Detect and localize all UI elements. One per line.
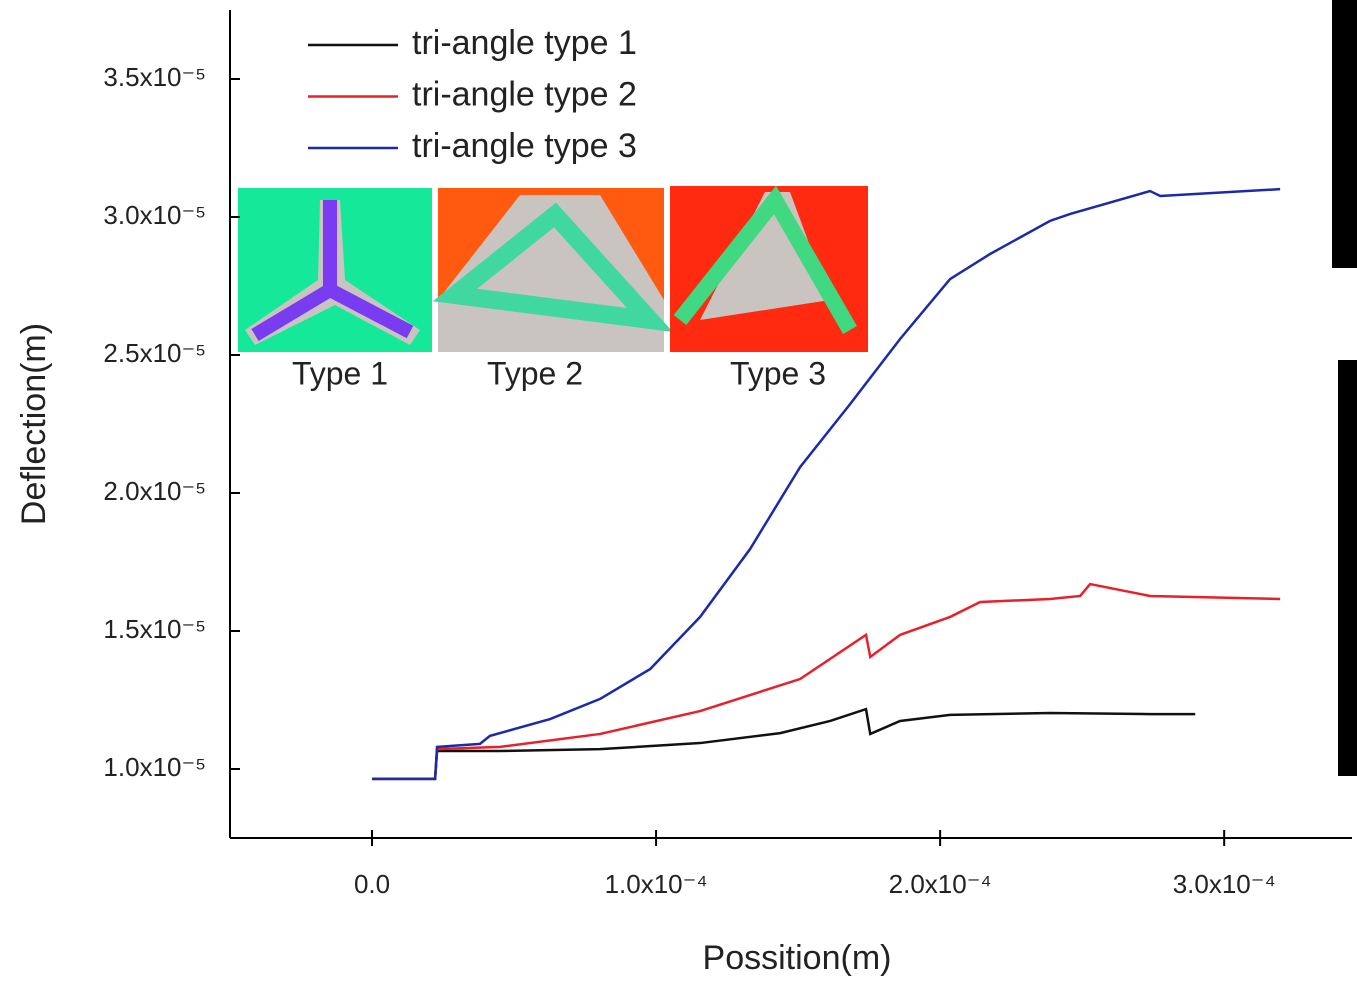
- legend-label: tri-angle type 3: [412, 127, 637, 165]
- inset-label: Type 2: [487, 355, 583, 391]
- series-line: [372, 707, 1196, 781]
- inset-shape: [251, 200, 414, 342]
- inset: Type 1 Type 2 Type 3: [238, 185, 868, 391]
- x-tick-label: 1.0x10⁻⁴: [605, 869, 708, 899]
- inset-shape: [673, 185, 857, 334]
- x-tick-label: 0.0: [354, 869, 390, 899]
- edge-bar: [1338, 360, 1357, 776]
- x-tick-label: 3.0x10⁻⁴: [1173, 869, 1276, 899]
- y-tick-label: 3.0x10⁻⁵: [103, 200, 206, 230]
- y-tick-label: 1.5x10⁻⁵: [103, 614, 206, 644]
- y-tick-label: 2.0x10⁻⁵: [103, 476, 206, 506]
- inset-label: Type 1: [292, 355, 388, 391]
- series-line: [372, 187, 1281, 781]
- y-axis-label: Deflection(m): [15, 323, 53, 525]
- series-line: [372, 582, 1281, 781]
- x-axis-label: Possition(m): [703, 939, 892, 977]
- inset-label: Type 3: [730, 355, 826, 391]
- legend-label: tri-angle type 1: [412, 24, 637, 62]
- inset-shape: [432, 202, 674, 333]
- y-tick-label: 1.0x10⁻⁵: [103, 752, 206, 782]
- legend-label: tri-angle type 2: [412, 75, 637, 113]
- edge-bar: [1332, 0, 1357, 268]
- y-tick-label: 2.5x10⁻⁵: [103, 338, 206, 368]
- y-tick-label: 3.5x10⁻⁵: [103, 62, 206, 92]
- x-tick-label: 2.0x10⁻⁴: [889, 869, 992, 899]
